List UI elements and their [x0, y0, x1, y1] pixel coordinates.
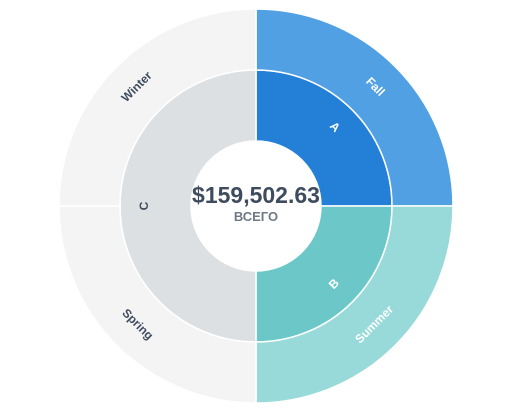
total-caption: ВСЕГО — [234, 209, 278, 224]
outer-segment-summer[interactable] — [255, 205, 454, 404]
inner-ring — [119, 69, 393, 343]
total-value: $159,502.63 — [192, 182, 320, 208]
inner-label-c: C — [137, 201, 151, 210]
outer-segment-spring[interactable] — [58, 205, 257, 404]
outer-segment-winter[interactable] — [58, 8, 257, 207]
outer-ring — [58, 8, 454, 404]
outer-segment-fall[interactable] — [255, 8, 454, 207]
